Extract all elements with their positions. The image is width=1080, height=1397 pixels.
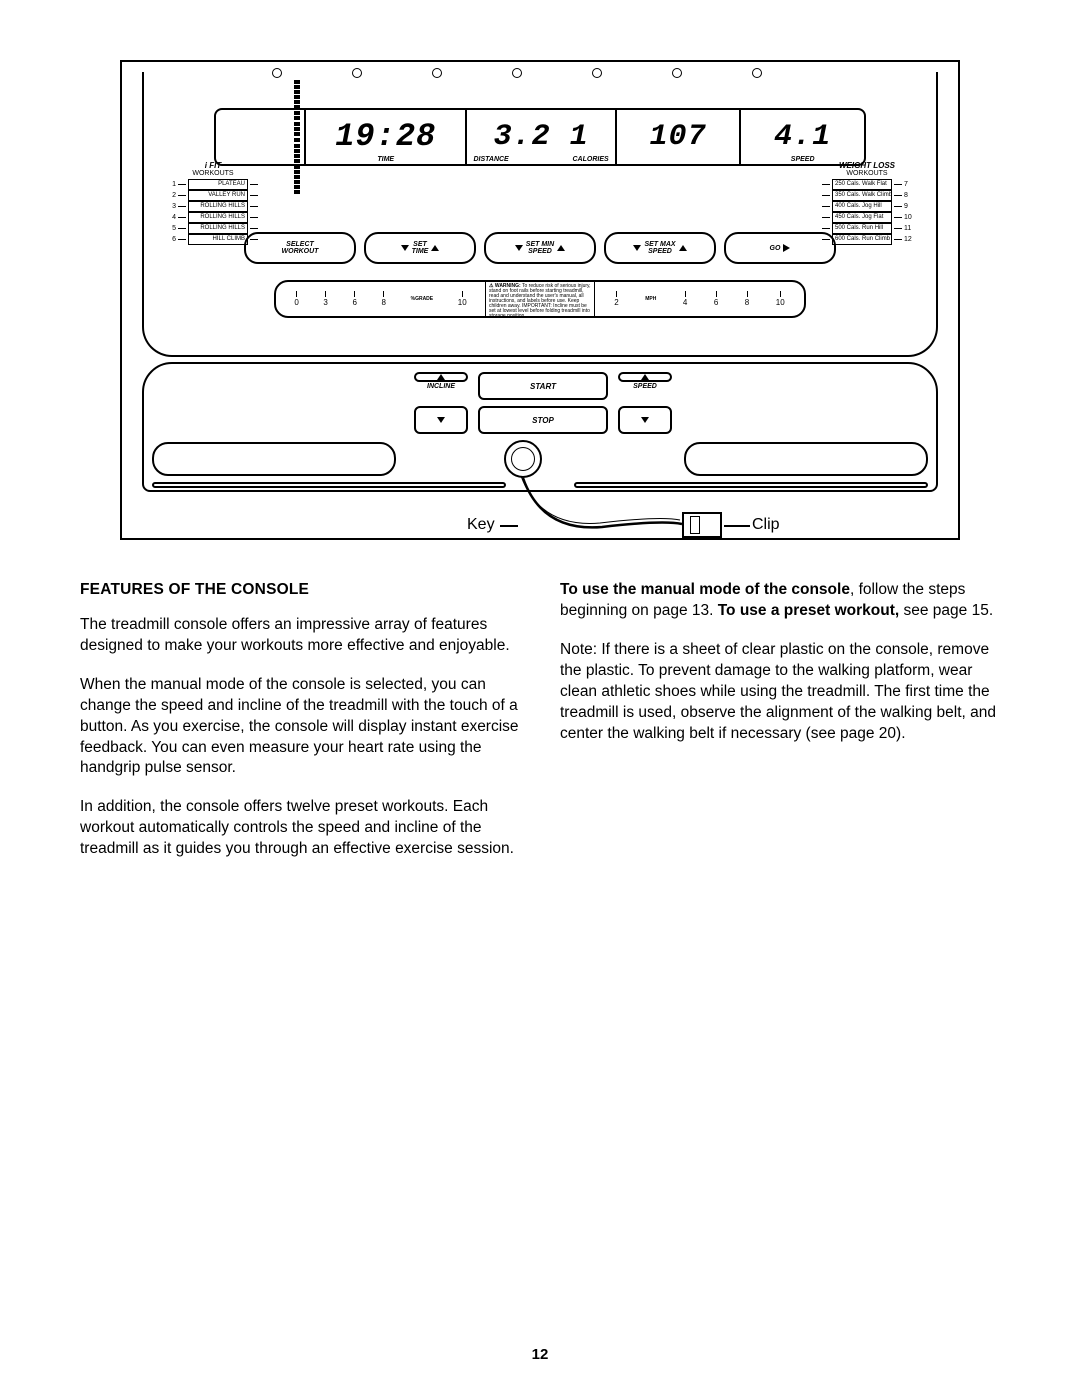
set-time-button[interactable]: SET TIME	[364, 232, 476, 264]
weightloss-workout-item: 350 Cals. Walk Climb8	[822, 190, 912, 201]
lcd-time: 19:28 TIME	[306, 110, 467, 164]
calories-value: 107	[650, 122, 707, 152]
right-para-1: To use the manual mode of the console, f…	[560, 580, 1000, 622]
incline-down-button[interactable]	[414, 406, 468, 434]
set-max-speed-button[interactable]: SET MAX SPEED	[604, 232, 716, 264]
control-grid: INCLINE START SPEED STOP	[414, 372, 672, 434]
clip-callout-line	[724, 525, 750, 527]
right-trim	[574, 482, 928, 488]
console-lower-panel: INCLINE START SPEED STOP	[142, 362, 938, 492]
weightloss-workout-item: 400 Cals. Jog Hill9	[822, 201, 912, 212]
start-button[interactable]: START	[478, 372, 608, 400]
left-para-3: In addition, the console offers twelve p…	[80, 797, 520, 860]
weightloss-subtitle: WORKOUTS	[822, 170, 912, 177]
right-handrail	[684, 442, 928, 476]
left-para-1: The treadmill console offers an impressi…	[80, 615, 520, 657]
ifit-workout-item: 4ROLLING HILLS	[168, 212, 258, 223]
ifit-workout-item: 1PLATEAU	[168, 179, 258, 190]
grade-scale: 0368%GRADE10	[276, 282, 485, 316]
left-para-2: When the manual mode of the console is s…	[80, 675, 520, 780]
lcd-speed: 4.1 SPEED	[741, 110, 864, 164]
incline-label: INCLINE	[414, 383, 468, 390]
mph-scale: 2MPH46810	[595, 282, 804, 316]
console-upper-panel: 19:28 TIME 3.2 1 DISTANCE CALORIES 107 4…	[142, 72, 938, 357]
page-number: 12	[0, 1346, 1080, 1363]
distance-value: 3.2 1	[494, 122, 589, 152]
lcd-progress-bars	[216, 110, 306, 164]
lcd-display-row: 19:28 TIME 3.2 1 DISTANCE CALORIES 107 4…	[214, 108, 866, 166]
right-para-2: Note: If there is a sheet of clear plast…	[560, 640, 1000, 745]
distance-label: DISTANCE	[473, 156, 508, 163]
key-callout-line	[500, 525, 518, 527]
set-min-speed-button[interactable]: SET MIN SPEED	[484, 232, 596, 264]
manual-page: 19:28 TIME 3.2 1 DISTANCE CALORIES 107 4…	[0, 0, 1080, 1397]
left-column: FEATURES OF THE CONSOLE The treadmill co…	[80, 580, 520, 878]
left-trim	[152, 482, 506, 488]
safety-clip-icon	[682, 512, 722, 538]
console-diagram: 19:28 TIME 3.2 1 DISTANCE CALORIES 107 4…	[120, 60, 960, 540]
speed-up-button[interactable]	[618, 372, 672, 382]
weightloss-workout-item: 450 Cals. Jog Flat10	[822, 212, 912, 223]
incline-up-button[interactable]	[414, 372, 468, 382]
ifit-workout-item: 3ROLLING HILLS	[168, 201, 258, 212]
console-button-row: SELECT WORKOUT SET TIME SET MIN SPEED SE…	[244, 232, 836, 264]
section-title: FEATURES OF THE CONSOLE	[80, 580, 520, 601]
go-button[interactable]: GO	[724, 232, 836, 264]
clip-callout: Clip	[752, 516, 780, 534]
select-workout-button[interactable]: SELECT WORKOUT	[244, 232, 356, 264]
speed-label: SPEED	[791, 156, 815, 163]
speed-label: SPEED	[618, 383, 672, 390]
key-callout: Key	[467, 516, 495, 534]
calories-label: CALORIES	[573, 156, 609, 163]
time-value: 19:28	[335, 121, 436, 153]
stop-button[interactable]: STOP	[478, 406, 608, 434]
ifit-subtitle: WORKOUTS	[168, 170, 258, 177]
left-handrail	[152, 442, 396, 476]
weightloss-title: WEIGHT LOSS	[822, 162, 912, 170]
scale-warning-row: 0368%GRADE10 ⚠ WARNING: To reduce risk o…	[274, 280, 806, 318]
safety-key-icon	[504, 440, 542, 478]
ifit-title: i FIT	[168, 162, 258, 170]
time-label: TIME	[377, 156, 394, 163]
weightloss-workout-item: 250 Cals. Walk Flat7	[822, 179, 912, 190]
right-column: To use the manual mode of the console, f…	[560, 580, 1000, 878]
ifit-workout-item: 2VALLEY RUN	[168, 190, 258, 201]
lcd-calories: 107	[617, 110, 742, 164]
body-text-columns: FEATURES OF THE CONSOLE The treadmill co…	[80, 580, 1000, 878]
speed-value: 4.1	[774, 122, 831, 152]
warning-text-box: ⚠ WARNING: To reduce risk of serious inj…	[485, 282, 595, 316]
speed-down-button[interactable]	[618, 406, 672, 434]
lcd-distance-calories: 3.2 1 DISTANCE CALORIES	[467, 110, 616, 164]
